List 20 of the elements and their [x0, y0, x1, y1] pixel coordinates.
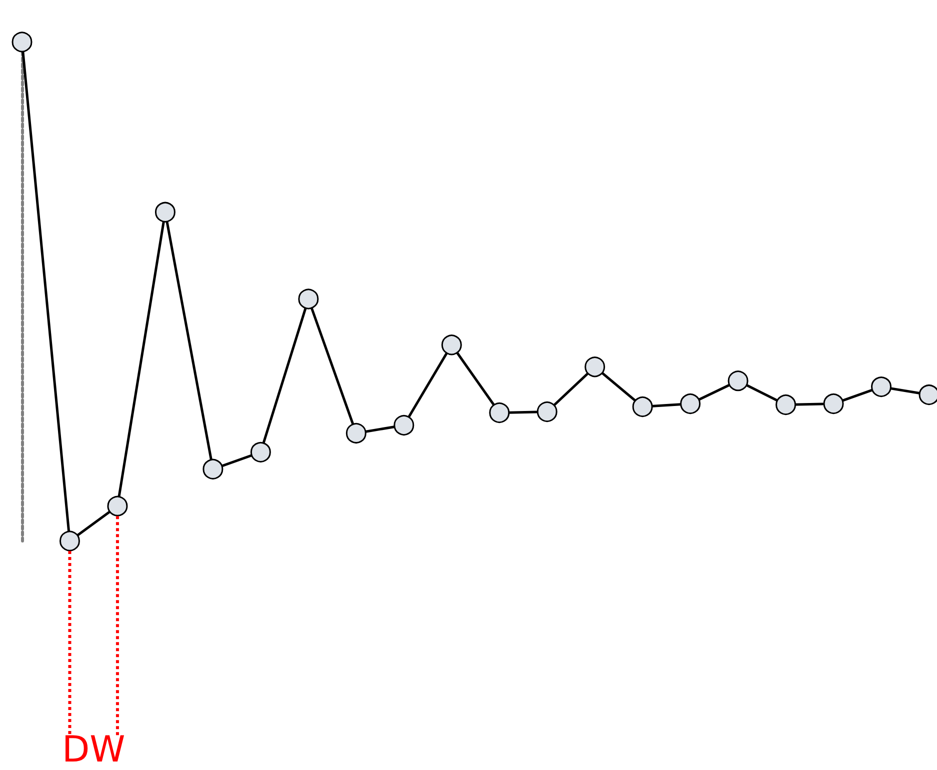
point	[346, 422, 366, 444]
point	[584, 356, 606, 378]
point	[871, 376, 892, 398]
point	[394, 414, 414, 436]
point	[12, 32, 32, 52]
point	[536, 402, 558, 422]
point	[250, 442, 271, 462]
point	[107, 496, 128, 516]
point	[202, 458, 224, 480]
point	[60, 530, 80, 552]
point	[489, 402, 510, 423]
point	[632, 396, 653, 418]
point	[680, 394, 701, 414]
point	[823, 394, 844, 414]
point	[298, 288, 319, 310]
point	[776, 394, 796, 416]
point	[154, 202, 176, 222]
text: DW	[62, 730, 126, 770]
point	[441, 334, 462, 356]
point	[728, 370, 748, 392]
